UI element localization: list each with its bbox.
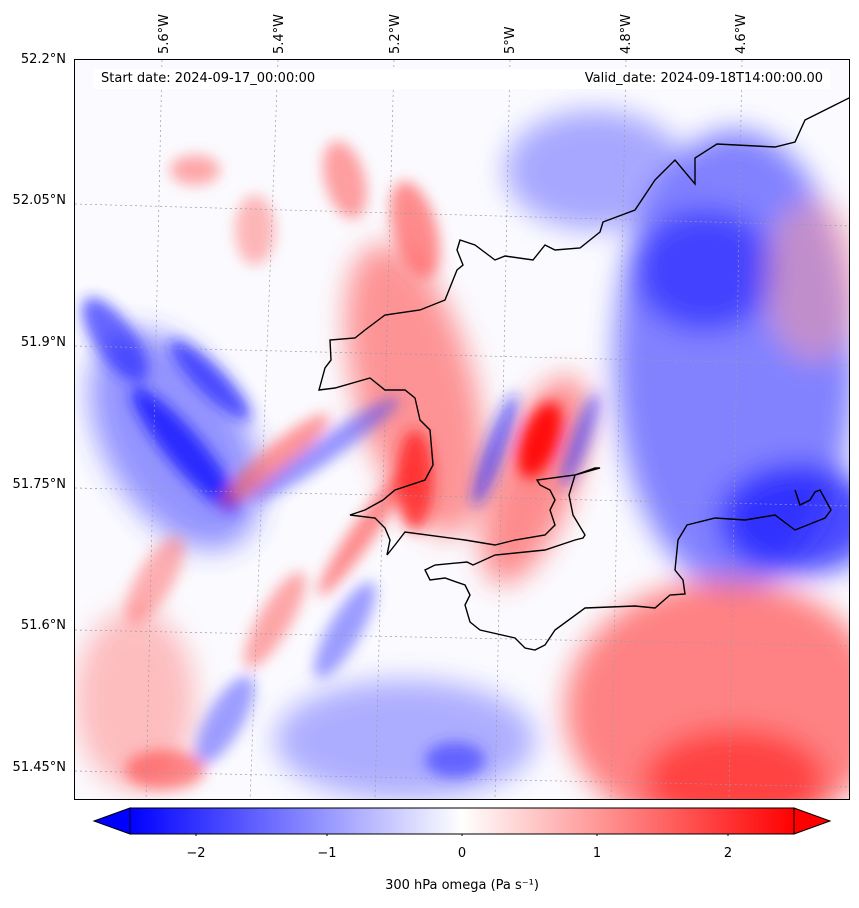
coastline (318, 97, 849, 651)
lon-label-5.6w: 5.6°W (157, 13, 172, 54)
colorbar-extend-max (793, 807, 832, 835)
lon-label-4.8w: 4.8°W (619, 13, 634, 54)
gridlines (75, 60, 849, 799)
colorbar-tick-neg2: −2 (186, 846, 206, 861)
lat-label-51.75n: 51.75°N (12, 477, 66, 492)
lon-label-4.6w: 4.6°W (734, 13, 749, 54)
colorbar-tick-0: 0 (457, 846, 467, 861)
omega-bands (81, 141, 600, 790)
colorbar (92, 807, 832, 836)
lat-label-51.45n: 51.45°N (12, 760, 66, 775)
lon-label-5.4w: 5.4°W (272, 13, 287, 54)
start-date-label: Start date: 2024-09-17_00:00:00 (93, 69, 830, 89)
lat-label-52.05n: 52.05°N (12, 193, 66, 208)
colorbar-label: 300 hPa omega (Pa s⁻¹) (385, 878, 539, 893)
omega-field-svg (75, 60, 849, 799)
lat-label-52.2n: 52.2°N (20, 52, 66, 67)
lat-label-51.9n: 51.9°N (20, 335, 66, 350)
colorbar-ticks (195, 834, 729, 836)
lat-label-51.6n: 51.6°N (20, 618, 66, 633)
colorbar-tick-1: 1 (592, 846, 602, 861)
lon-label-5.2w: 5.2°W (388, 13, 403, 54)
colorbar-tick-2: 2 (723, 846, 733, 861)
valid-date-label: Valid_date: 2024-09-18T14:00:00.00 (584, 71, 823, 86)
colorbar-extend-min (92, 807, 131, 835)
colorbar-tick-neg1: −1 (317, 846, 337, 861)
omega-map (74, 59, 850, 800)
lon-label-5w: 5°W (503, 26, 518, 54)
colorbar-body (129, 807, 795, 835)
